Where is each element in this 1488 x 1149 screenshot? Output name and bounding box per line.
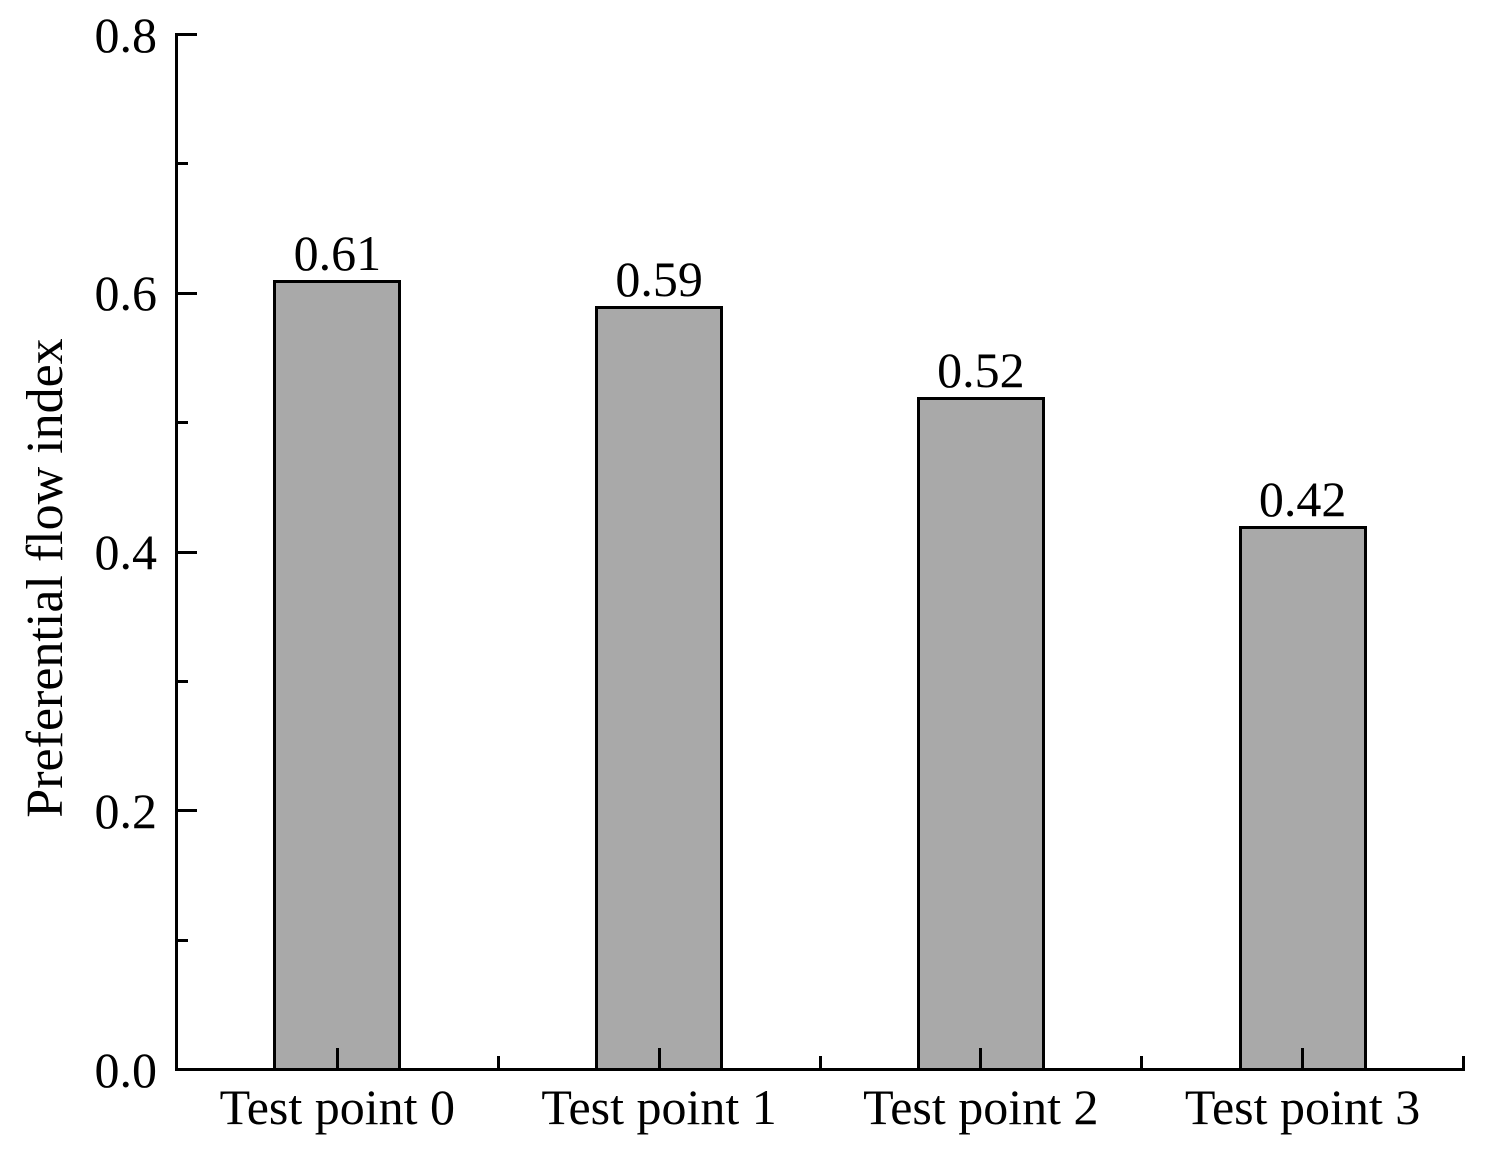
y-minor-tick bbox=[176, 938, 188, 942]
y-minor-tick bbox=[176, 162, 188, 166]
x-minor-tick bbox=[1140, 1056, 1144, 1068]
bar-value-label: 0.61 bbox=[293, 225, 382, 281]
x-major-tick bbox=[657, 1048, 661, 1068]
y-tick-label: 0.2 bbox=[94, 782, 158, 839]
x-tick-label: Test point 0 bbox=[219, 1079, 456, 1135]
x-minor-tick bbox=[496, 1056, 500, 1068]
bar bbox=[916, 397, 1045, 1071]
x-minor-tick bbox=[1462, 1056, 1465, 1068]
bar-value-label: 0.59 bbox=[615, 251, 703, 307]
y-major-tick bbox=[176, 1068, 197, 1071]
bar-value-label: 0.52 bbox=[937, 342, 1025, 398]
y-minor-tick bbox=[176, 421, 188, 425]
x-axis-line bbox=[175, 1068, 1465, 1071]
y-tick-label: 0.0 bbox=[94, 1041, 158, 1098]
x-major-tick bbox=[979, 1048, 983, 1068]
y-minor-tick bbox=[176, 679, 188, 683]
bar bbox=[595, 306, 724, 1071]
y-major-tick bbox=[176, 33, 197, 36]
x-minor-tick bbox=[818, 1056, 822, 1068]
x-major-tick bbox=[335, 1048, 339, 1068]
bar bbox=[1238, 526, 1367, 1071]
x-tick-label: Test point 2 bbox=[863, 1079, 1099, 1135]
x-tick-label: Test point 3 bbox=[1184, 1079, 1421, 1135]
y-major-tick bbox=[176, 809, 197, 813]
y-tick-label: 0.8 bbox=[94, 6, 158, 63]
y-tick-label: 0.6 bbox=[94, 265, 158, 322]
y-tick-label: 0.4 bbox=[94, 524, 158, 580]
y-major-tick bbox=[176, 550, 197, 554]
y-major-tick bbox=[176, 291, 197, 295]
bar bbox=[273, 280, 402, 1071]
x-major-tick bbox=[1301, 1048, 1305, 1068]
x-tick-label: Test point 1 bbox=[541, 1079, 777, 1135]
bar-value-label: 0.42 bbox=[1258, 471, 1347, 527]
